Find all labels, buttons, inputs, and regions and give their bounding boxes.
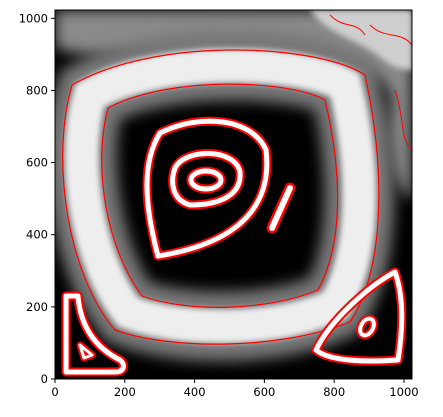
x-tick-label: 200 (114, 385, 136, 399)
y-tick-label: 200 (26, 300, 48, 314)
x-tick-label: 800 (323, 385, 345, 399)
image-feature (63, 293, 126, 375)
image-feature (188, 168, 224, 192)
y-tick-label: 600 (26, 156, 48, 170)
image-feature (62, 49, 380, 345)
image-feature (313, 269, 405, 364)
image-feature (269, 185, 293, 231)
image-feature (329, 14, 412, 151)
image-feature (358, 316, 376, 338)
image-feature (144, 118, 270, 259)
image (55, 10, 412, 379)
y-tick-label: 0 (41, 372, 48, 386)
x-tick-label: 400 (184, 385, 206, 399)
y-tick-label: 1000 (19, 11, 48, 25)
y-tick-label: 800 (26, 83, 48, 97)
image-feature (78, 343, 94, 360)
plot-frame (54, 9, 413, 380)
image-feature (101, 83, 339, 308)
image-feature (170, 151, 243, 208)
image-feature (64, 48, 377, 344)
image-feature (310, 10, 412, 70)
y-tick-label: 400 (26, 228, 48, 242)
x-tick-label: 0 (51, 385, 58, 399)
x-tick-label: 1000 (389, 385, 418, 399)
x-tick-label: 600 (253, 385, 275, 399)
